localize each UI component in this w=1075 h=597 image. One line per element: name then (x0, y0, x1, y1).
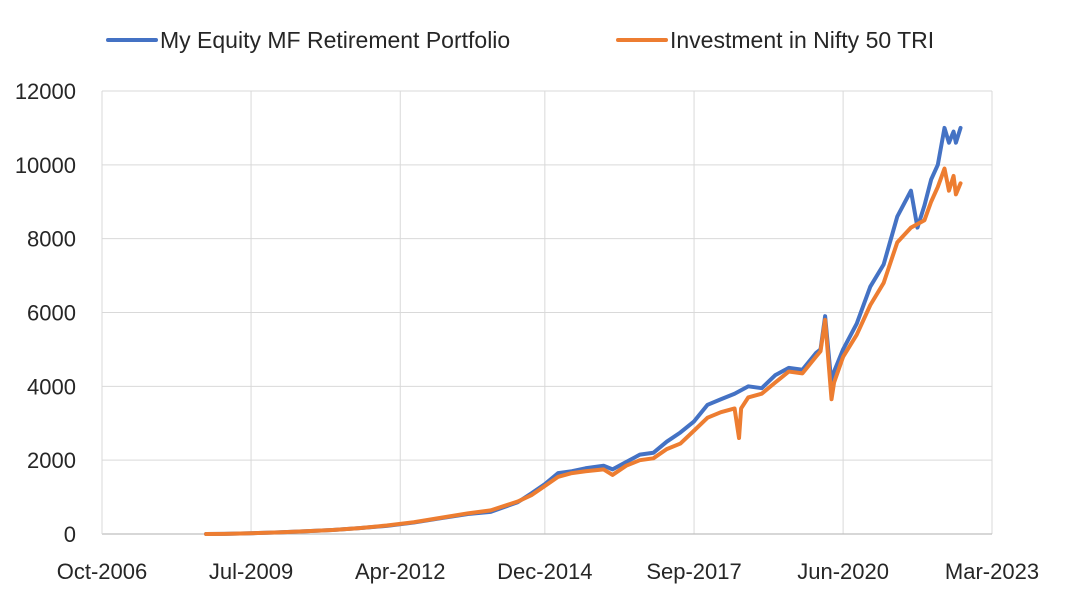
tick-labels: 0 2000 4000 6000 8000 10000 12000 Oct-2006 Jul-2… (15, 79, 1039, 584)
x-tick-label: Jul-2009 (209, 559, 293, 584)
legend-label: My Equity MF Retirement Portfolio (160, 27, 510, 53)
x-tick-label: Apr-2012 (355, 559, 446, 584)
y-tick-label: 6000 (27, 301, 76, 326)
y-tick-label: 8000 (27, 227, 76, 252)
y-tick-label: 2000 (27, 448, 76, 473)
x-tick-label: Mar-2023 (945, 559, 1039, 584)
y-tick-label: 10000 (15, 153, 76, 178)
y-tick-label: 0 (64, 522, 76, 547)
x-tick-label: Sep-2017 (646, 559, 741, 584)
x-tick-label: Jun-2020 (797, 559, 889, 584)
grid-layer (102, 90, 993, 534)
y-tick-label: 4000 (27, 374, 76, 399)
x-tick-label: Dec-2014 (497, 559, 592, 584)
series-layer (204, 125, 963, 536)
y-tick-label: 12000 (15, 79, 76, 104)
series-line-nifty (204, 166, 963, 536)
legend-label: Investment in Nifty 50 TRI (670, 27, 934, 53)
legend: My Equity MF Retirement Portfolio Investm… (106, 27, 934, 53)
x-tick-label: Oct-2006 (57, 559, 148, 584)
